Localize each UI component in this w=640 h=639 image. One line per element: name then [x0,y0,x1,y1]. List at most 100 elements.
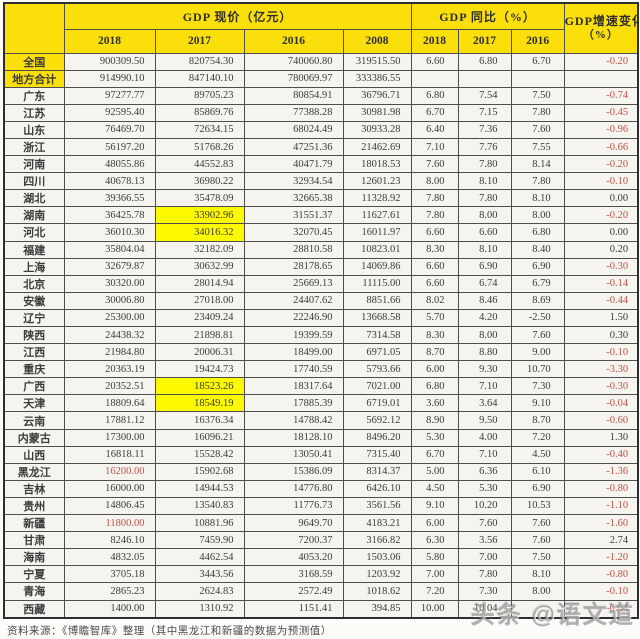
value-cell: 319515.50 [342,52,412,71]
value-cell: 22246.90 [243,308,344,328]
value-cell: 11800.00 [63,514,156,533]
value-cell: 21984.80 [63,343,156,362]
value-cell: 8.10 [510,189,565,208]
value-cell: 9.30 [457,360,512,379]
value-cell: 333386.55 [342,69,412,88]
table-row: 贵州 14806.45 13540.83 11776.73 3561.56 9.10 10.… [3,496,639,516]
value-cell: 40471.79 [243,155,344,174]
value-cell: 14944.53 [154,479,245,498]
value-cell: 13050.41 [243,445,344,464]
value-cell: 10.70 [510,360,565,379]
value-cell: 7.30 [457,582,512,601]
region-cell: 贵州 [3,496,65,516]
value-cell: -0.10 [563,172,639,191]
value-cell: 7.60 [457,514,512,533]
region-cell: 河南 [3,155,65,174]
value-cell: 7.00 [410,565,459,584]
value-cell: -3.30 [563,360,639,379]
value-cell: 10.00 [410,599,459,619]
table-row: 广西 20352.51 18523.26 18317.64 7021.00 6.80 7.1… [3,377,639,396]
value-cell: 16000.00 [63,479,156,498]
value-cell: 6.90 [457,257,512,276]
gdp-table-body: 全国 900309.50 820754.30 740060.80 319515.50 6.… [3,52,639,619]
year-header-price-2018: 2018 [63,28,156,54]
value-cell: -0.10 [563,582,639,601]
value-cell: 7.80 [410,189,459,208]
value-cell: 72634.15 [154,120,245,139]
region-cell: 黑龙江 [3,462,65,481]
region-cell: 江苏 [3,103,65,122]
header-year-row: 2018 2017 2016 2008 2018 2017 2016 [4,28,638,54]
value-cell: -0.66 [563,137,639,157]
value-cell: 1400.00 [63,599,156,619]
value-cell: 4.20 [457,308,512,328]
value-cell: -0.80 [563,479,639,498]
value-cell: 8496.20 [342,428,412,447]
header-group-row: GDP 现价（亿元） GDP 同比（%） GDP增速变化 （%） [3,2,639,54]
table-row: 江西 21984.80 20006.31 18499.00 6971.05 8.70 8.8… [3,343,639,362]
value-cell: 31551.37 [243,206,344,225]
value-cell: 39366.55 [63,189,156,208]
value-cell: 7.10 [457,377,512,396]
table-row: 河北 36010.30 34016.32 32070.45 16011.97 6.60 6.… [3,223,639,242]
value-cell: 7.50 [510,86,565,105]
year-header-growth-2018: 2018 [410,28,459,54]
table-row: 四川 40678.13 36980.22 32934.54 12601.23 8.00 8.… [3,172,639,191]
region-cell: 西藏 [3,599,65,619]
table-row: 吉林 16000.00 14944.53 14776.80 6426.10 4.50 5.3… [3,479,639,498]
value-cell: 18809.64 [63,394,156,413]
value-cell: 1.50 [563,308,639,328]
value-cell: -0.60 [563,411,639,430]
value-cell: 3443.56 [154,565,245,584]
table-row: 甘肃 8246.10 7459.90 7200.37 3166.82 6.30 3.56 7.… [3,531,639,550]
value-cell: -0.04 [563,394,639,413]
value-cell: 8.69 [510,291,565,310]
value-cell: 44552.83 [154,155,245,174]
value-cell: 8.30 [410,240,459,259]
value-cell: 6.80 [457,52,512,71]
value-cell: 11328.92 [342,189,412,208]
value-cell: 7.36 [457,120,512,139]
value-cell: 6971.05 [342,343,412,362]
change-header-line1: GDP增速变化 [564,13,639,28]
value-cell: 32934.54 [243,172,344,191]
value-cell: 10.20 [457,496,512,516]
value-cell: 10881.96 [154,514,245,533]
value-cell: 6.36 [457,462,512,481]
value-cell: 5793.66 [342,360,412,379]
value-cell: 32665.38 [243,189,344,208]
region-cell: 海南 [3,548,65,567]
value-cell: 0.00 [563,223,639,242]
value-cell: 0.20 [563,240,639,259]
value-cell: 23409.24 [154,308,245,328]
value-cell: 3561.56 [342,496,412,516]
value-cell: 780069.97 [243,69,344,88]
gdp-table: GDP 现价（亿元） GDP 同比（%） GDP增速变化 （%） 2018 20… [3,2,640,619]
region-cell: 山东 [3,120,65,139]
value-cell: 32182.09 [154,240,245,259]
value-cell: 30933.28 [342,120,412,139]
value-cell: 51768.26 [154,137,245,157]
value-cell: 7.80 [510,103,565,122]
table-row: 陕西 24438.32 21898.81 19399.59 7314.58 8.30 8.0… [3,325,639,345]
value-cell: 28178.65 [243,257,344,276]
value-cell: -0.40 [563,445,639,464]
value-cell: 2.74 [563,531,639,550]
value-cell: 8.10 [457,172,512,191]
value-cell: 12601.23 [342,172,412,191]
value-cell: 47251.36 [243,137,344,157]
region-cell: 陕西 [3,325,65,345]
value-cell: 2624.83 [154,582,245,601]
value-cell: 6.60 [410,274,459,293]
value-cell: 18523.26 [154,377,245,396]
value-cell: 3166.82 [342,531,412,550]
value-cell: 2572.49 [243,582,344,601]
region-cell: 四川 [3,172,65,191]
value-cell: 85869.76 [154,103,245,122]
value-cell: 7.20 [410,582,459,601]
table-row: 浙江 56197.20 51768.26 47251.36 21462.69 7.10 7.… [3,137,639,157]
value-cell: -0.80 [563,565,639,584]
value-cell: 30006.80 [63,291,156,310]
value-cell: 847140.10 [154,69,245,88]
value-cell: 900309.50 [63,52,156,71]
